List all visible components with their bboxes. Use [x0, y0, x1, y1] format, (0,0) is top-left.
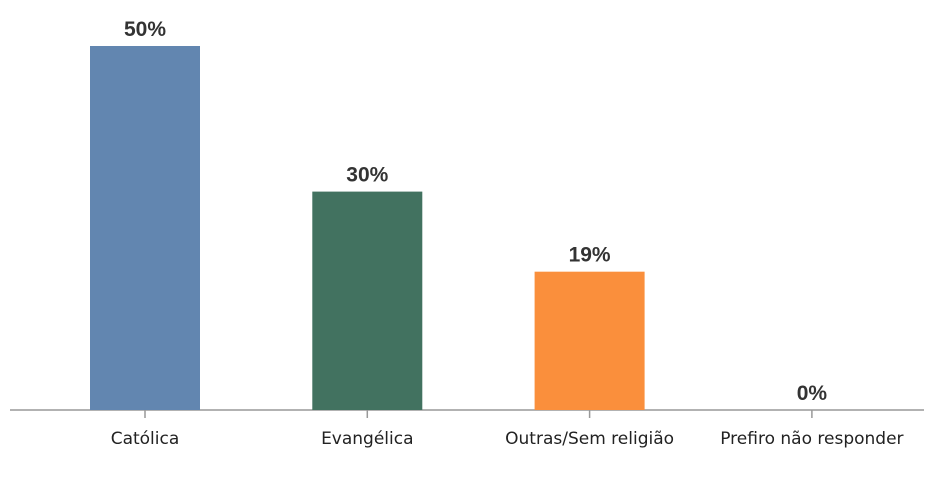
- bar: [90, 46, 200, 410]
- x-tick-label: Evangélica: [321, 429, 414, 449]
- x-tick-label: Outras/Sem religião: [505, 429, 675, 449]
- value-label: 0%: [797, 382, 828, 405]
- value-label: 50%: [124, 18, 166, 41]
- x-tick-label: Prefiro não responder: [720, 429, 904, 449]
- bar: [312, 191, 423, 410]
- x-tick-label: Católica: [110, 429, 180, 449]
- bar: [534, 271, 645, 410]
- value-label: 19%: [569, 244, 611, 267]
- value-label: 30%: [346, 164, 388, 187]
